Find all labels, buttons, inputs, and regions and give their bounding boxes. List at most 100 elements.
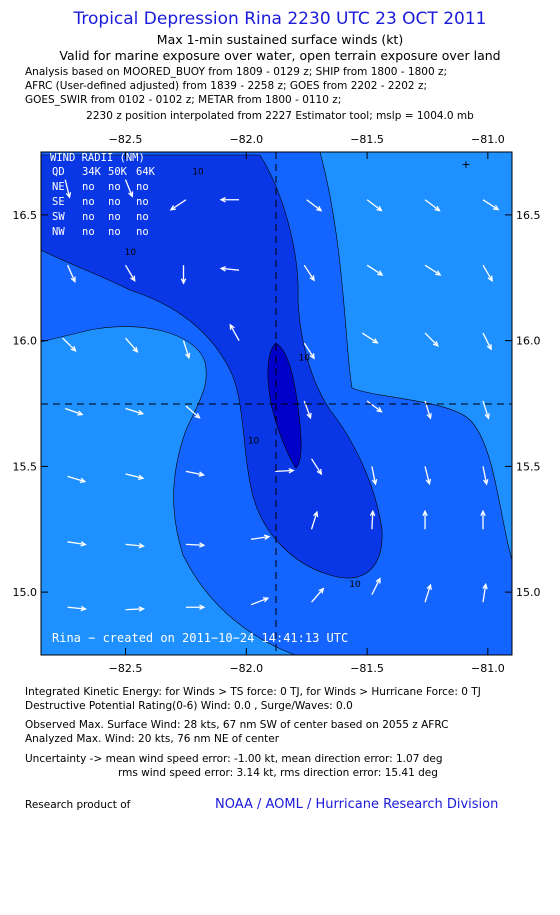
wind-radii-header: 50K bbox=[108, 166, 128, 178]
analysis-line-1: Analysis based on MOORED_BUOY from 1809 … bbox=[25, 66, 448, 78]
wind-vector bbox=[185, 542, 206, 548]
y-tick-label-left: 16.5 bbox=[13, 209, 38, 222]
creation-credit: Rina − created on 2011−10−24 14:41:13 UT… bbox=[52, 631, 348, 645]
wind-vector bbox=[424, 332, 439, 347]
wind-radii-cell: no bbox=[82, 181, 95, 193]
contour-labels: 10 10 10 10 10 bbox=[125, 168, 361, 590]
y-tick-label-left: 15.5 bbox=[13, 460, 38, 473]
analysis-line-2: AFRC (User-defined adjusted) from 1839 -… bbox=[25, 80, 427, 92]
contour-label: 10 bbox=[192, 168, 204, 178]
wind-vector bbox=[64, 179, 72, 199]
wind-radii-cell: no bbox=[82, 226, 95, 238]
wind-radii-cell: no bbox=[108, 181, 121, 193]
wind-vector bbox=[310, 510, 319, 530]
axes: −82.5 −82.5 −82.0 −82.0 −81.5 −81.5 −81.0 −81.0… bbox=[13, 133, 541, 675]
wind-radii-title: WIND RADII (NM) bbox=[50, 152, 145, 164]
wind-vector bbox=[250, 597, 270, 606]
observed-max-line: Observed Max. Surface Wind: 28 kts, 67 n… bbox=[25, 719, 449, 731]
wind-radii-cell: no bbox=[136, 181, 149, 193]
wind-radii-cell: no bbox=[108, 211, 121, 223]
contour-label: 10 bbox=[125, 248, 137, 258]
wind-vector bbox=[306, 199, 323, 212]
wind-vector bbox=[369, 509, 376, 530]
y-tick-label-right: 16.0 bbox=[516, 335, 541, 348]
contour-label: 10 bbox=[248, 437, 260, 447]
y-tick-label-left: 16.0 bbox=[13, 335, 38, 348]
wind-vector bbox=[275, 467, 295, 474]
chart-subtitle-exposure: Valid for marine exposure over water, op… bbox=[59, 48, 501, 63]
wind-vector bbox=[185, 604, 206, 610]
wind-vector bbox=[67, 605, 87, 612]
wind-vector bbox=[251, 534, 271, 540]
wind-vector bbox=[424, 583, 432, 603]
wind-vectors bbox=[62, 179, 500, 612]
analyzed-max-line: Analyzed Max. Wind: 20 kts, 76 nm NE of … bbox=[25, 733, 280, 745]
x-tick-label-bottom: −82.0 bbox=[229, 662, 263, 675]
wind-vector bbox=[185, 470, 206, 477]
wind-vector bbox=[180, 265, 187, 285]
wind-vector bbox=[480, 509, 486, 530]
wind-vector bbox=[219, 197, 240, 203]
wind-vector bbox=[366, 199, 383, 212]
wind-radii-cell: no bbox=[82, 211, 95, 223]
wind-vector bbox=[219, 266, 240, 272]
wind-vector bbox=[371, 577, 381, 595]
x-tick-label-top: −81.0 bbox=[471, 133, 505, 146]
y-tick-label-right: 15.5 bbox=[516, 460, 541, 473]
wind-vector bbox=[125, 407, 145, 416]
wind-radii-cell: no bbox=[82, 196, 95, 208]
wind-radii-cell: no bbox=[136, 226, 149, 238]
y-tick-label-left: 15.0 bbox=[13, 586, 38, 599]
plus-marker: + bbox=[461, 158, 470, 171]
x-tick-label-top: −81.5 bbox=[350, 133, 384, 146]
wind-vector bbox=[66, 264, 76, 283]
wind-radii-cell: SW bbox=[52, 211, 65, 223]
chart-subtitle: Max 1-min sustained surface winds (kt) bbox=[156, 32, 404, 47]
wind-radii-cell: NW bbox=[52, 226, 65, 238]
wind-vector bbox=[310, 458, 323, 476]
wind-radii-cell: NE bbox=[52, 181, 65, 193]
wind-radii-header: QD bbox=[52, 166, 65, 178]
wind-radii-cell: SE bbox=[52, 196, 65, 208]
wind-radii-cell: no bbox=[136, 211, 149, 223]
plot-frame bbox=[40, 151, 513, 656]
wind-radii-table: WIND RADII (NM) QD 34K 50K 64K NE no no no SE no no… bbox=[50, 152, 156, 238]
wind-vector bbox=[125, 606, 146, 612]
uncertainty-line-2: rms wind speed error: 3.14 kt, rms direc… bbox=[118, 767, 438, 779]
analysis-position-line: 2230 z position interpolated from 2227 E… bbox=[86, 110, 474, 122]
wind-vector bbox=[361, 332, 379, 344]
wind-vector bbox=[424, 466, 432, 486]
wind-vector bbox=[303, 342, 315, 360]
wind-vector bbox=[67, 475, 87, 484]
wind-radii-header: 64K bbox=[136, 166, 156, 178]
wind-radii-header: 34K bbox=[82, 166, 102, 178]
wind-radii-cell: no bbox=[108, 226, 121, 238]
hrd-link[interactable]: NOAA / AOML / Hurricane Research Divisio… bbox=[215, 797, 499, 812]
wind-vector bbox=[229, 323, 240, 341]
wind-vector bbox=[424, 264, 442, 276]
wind-vector bbox=[366, 400, 383, 413]
y-tick-label-right: 15.0 bbox=[516, 586, 541, 599]
wind-vector bbox=[482, 466, 489, 486]
wind-vector bbox=[182, 340, 191, 360]
wind-vector bbox=[371, 466, 378, 486]
wind-vector bbox=[185, 405, 201, 419]
wind-vector bbox=[482, 199, 500, 211]
wind-vector bbox=[303, 264, 315, 282]
chart-title: Tropical Depression Rina 2230 UTC 23 OCT… bbox=[73, 9, 487, 29]
contour-label: 10 bbox=[299, 354, 311, 364]
wind-radii-cell: no bbox=[136, 196, 149, 208]
x-tick-label-bottom: −81.5 bbox=[350, 662, 384, 675]
wind-vector bbox=[482, 264, 493, 282]
wind-vector bbox=[311, 587, 325, 603]
wind-vector bbox=[482, 332, 492, 351]
contour-dark-region bbox=[41, 154, 383, 579]
analysis-line-3: GOES_SWIR from 0102 - 0102 z; METAR from… bbox=[25, 94, 342, 106]
wind-vector bbox=[124, 264, 136, 282]
wind-vector bbox=[125, 337, 139, 353]
uncertainty-line-1: Uncertainty -> mean wind speed error: -1… bbox=[25, 753, 443, 765]
wind-vector bbox=[169, 199, 187, 211]
wind-vector bbox=[482, 400, 490, 420]
wind-vector bbox=[67, 541, 87, 547]
